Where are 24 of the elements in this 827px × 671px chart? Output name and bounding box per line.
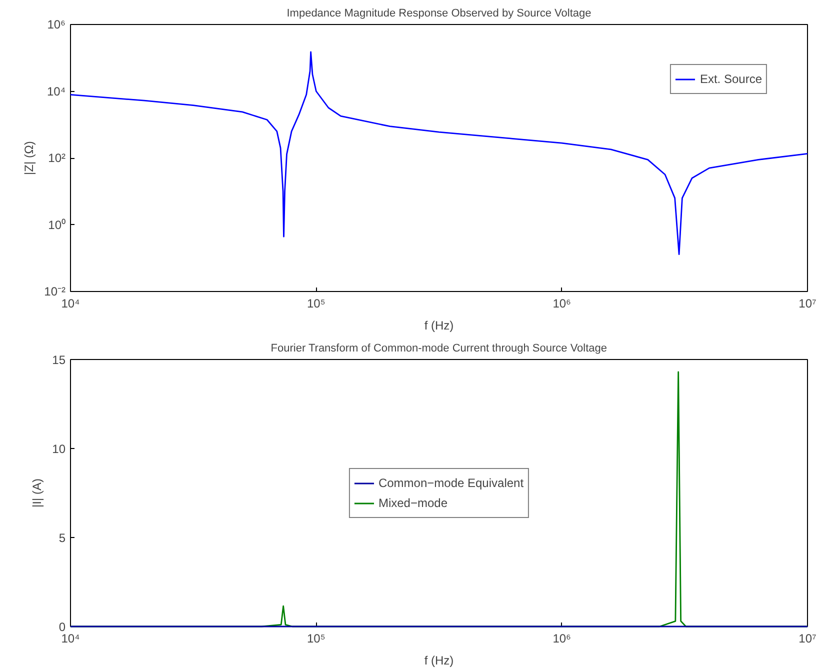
legend-label: Ext. Source bbox=[700, 72, 762, 86]
y-tick-label: 10⁻² bbox=[44, 284, 66, 298]
y-axis-title: |I| (A) bbox=[30, 478, 44, 508]
y-tick-label: 10² bbox=[48, 151, 66, 165]
y-tick-label: 10 bbox=[52, 442, 66, 456]
x-tick-label: 10⁵ bbox=[307, 296, 326, 310]
x-axis-title: f (Hz) bbox=[424, 654, 454, 668]
y-axis-title: |Z| (Ω) bbox=[22, 141, 36, 175]
legend-label: Common−mode Equivalent bbox=[378, 476, 524, 490]
x-axis-title: f (Hz) bbox=[424, 318, 454, 332]
y-tick-label: 15 bbox=[52, 353, 66, 367]
x-tick-label: 10⁵ bbox=[307, 632, 326, 646]
y-tick-label: 10⁶ bbox=[47, 18, 66, 32]
x-tick-label: 10⁶ bbox=[552, 296, 572, 310]
y-tick-label: 0 bbox=[58, 620, 66, 634]
x-tick-label: 10⁷ bbox=[798, 632, 816, 646]
x-tick-label: 10⁶ bbox=[552, 632, 572, 646]
y-tick-label: 10⁴ bbox=[46, 84, 66, 98]
x-tick-label: 10⁷ bbox=[798, 296, 816, 310]
chart-title: Impedance Magnitude Response Observed by Source Voltage bbox=[286, 8, 592, 20]
y-tick-label: 10⁰ bbox=[48, 218, 66, 232]
y-tick-label: 5 bbox=[58, 531, 66, 545]
chart-title: Fourier Transform of Common-mode Current through Source Voltage bbox=[270, 342, 608, 354]
legend-label: Mixed−mode bbox=[378, 496, 448, 510]
